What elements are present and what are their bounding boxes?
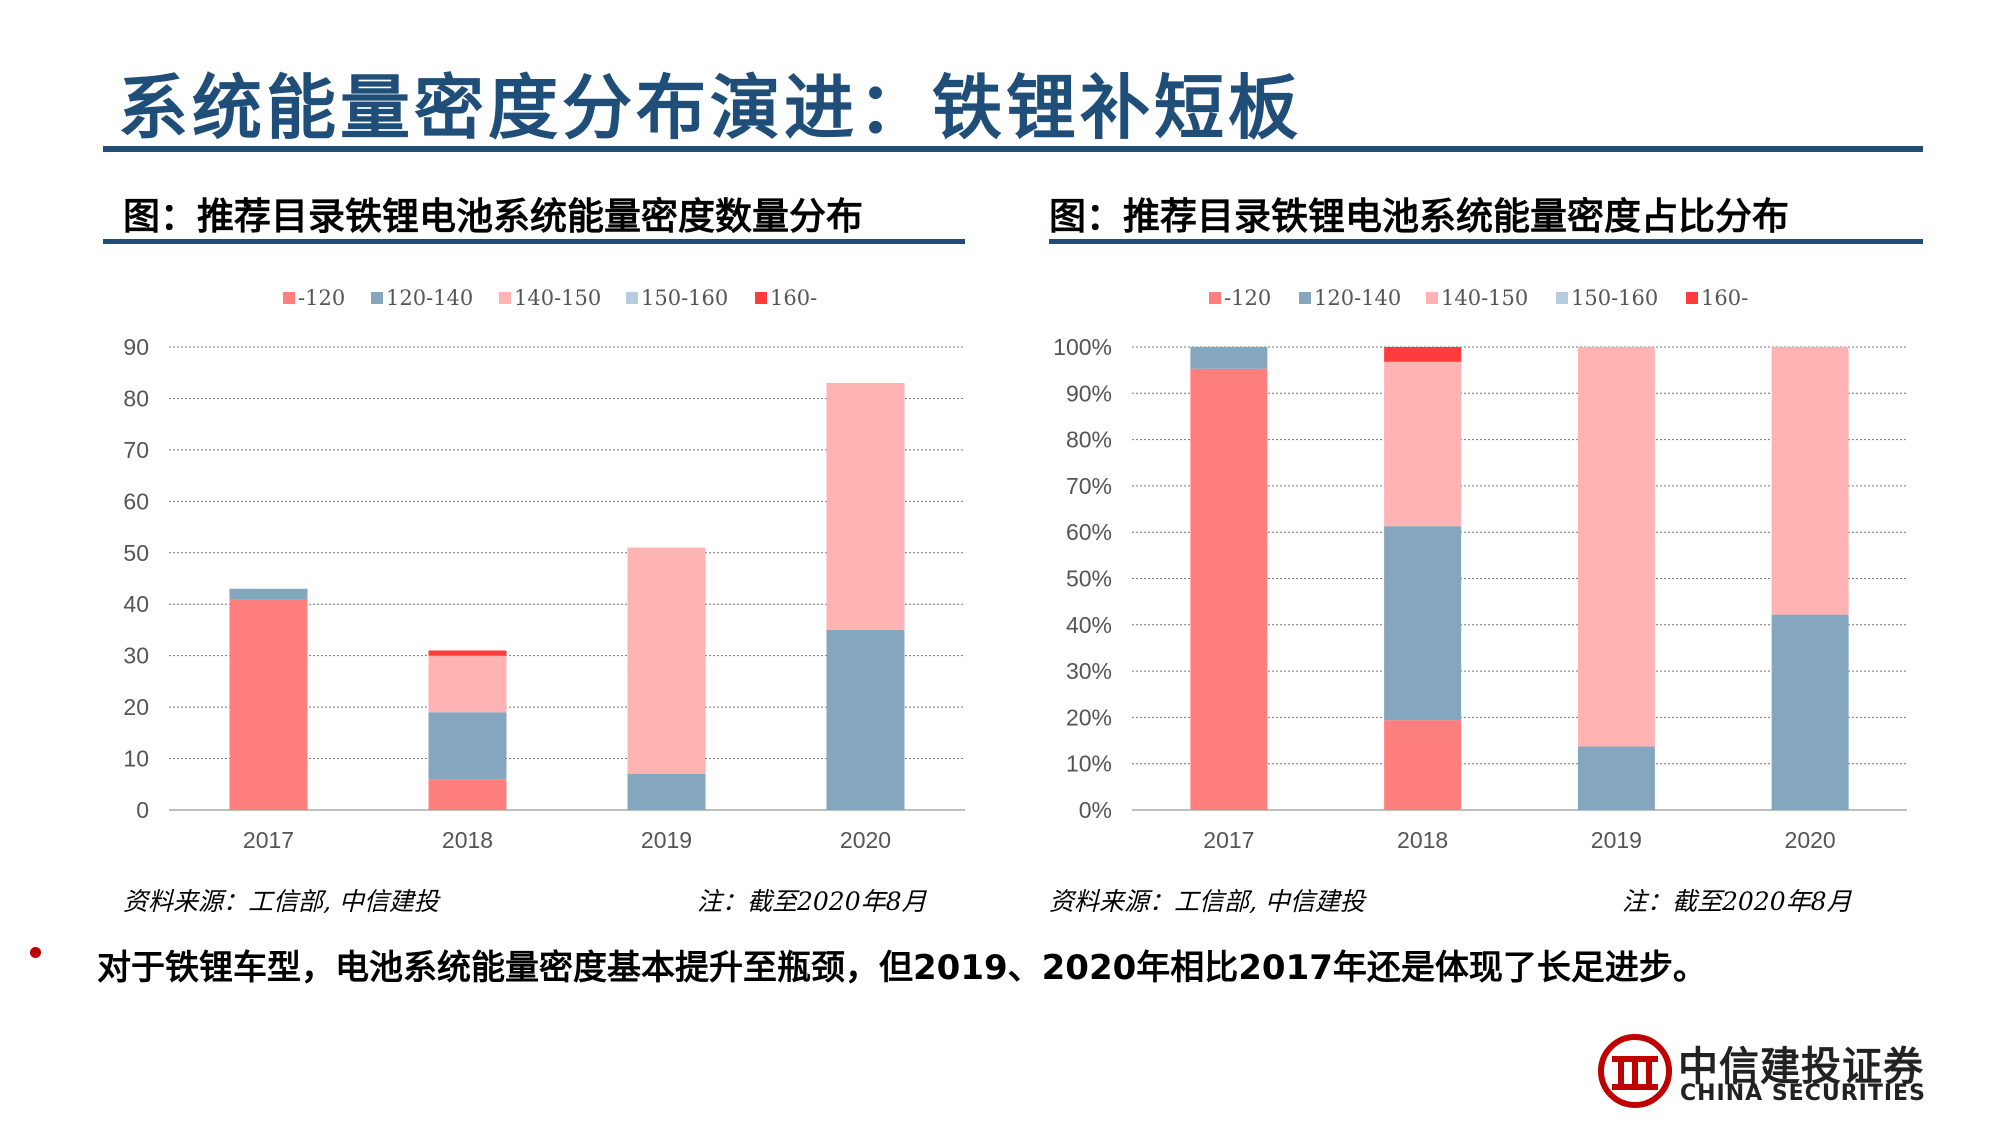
y-tick-label: 30% [1066, 658, 1112, 684]
bar-segment [1771, 614, 1849, 810]
legend-swatch-4 [1686, 292, 1698, 304]
x-tick-label: 2020 [1785, 827, 1836, 853]
legend-swatch-2 [1426, 292, 1438, 304]
bar-segment [826, 383, 905, 630]
y-tick-label: 40% [1066, 612, 1112, 638]
bullet-icon [30, 947, 41, 958]
logo-english-name: CHINA SECURITIES [1680, 1081, 1926, 1106]
y-tick-label: 90% [1066, 380, 1112, 406]
legend-swatch-4 [755, 292, 767, 304]
legend-swatch-1 [371, 292, 383, 304]
legend-label-0: -120 [1224, 286, 1271, 310]
bar-segment [428, 650, 507, 656]
left-source: 资料来源：工信部, 中信建投 [123, 887, 439, 916]
bar-segment [1577, 347, 1655, 747]
legend-swatch-0 [283, 292, 295, 304]
y-tick-label: 70% [1066, 473, 1112, 499]
right-note: 注：截至2020年8月 [1622, 887, 1852, 916]
y-tick-label: 50 [123, 540, 149, 566]
y-tick-label: 0 [136, 797, 149, 823]
y-tick-label: 30 [123, 643, 149, 669]
title-underline [103, 146, 1923, 152]
bar-segment [229, 588, 308, 600]
legend-label-3: 150-160 [641, 286, 728, 310]
bar-segment [428, 712, 507, 780]
legend-swatch-3 [1556, 292, 1568, 304]
y-tick-label: 20 [123, 694, 149, 720]
x-tick-label: 2018 [442, 827, 493, 853]
y-tick-label: 90 [123, 334, 149, 360]
right-subtitle-underline [1049, 239, 1923, 244]
bar-segment [627, 547, 706, 774]
right-source: 资料来源：工信部, 中信建投 [1049, 887, 1365, 916]
bar-segment [1384, 347, 1462, 362]
y-tick-label: 80 [123, 385, 149, 411]
bar-segment [1190, 368, 1268, 810]
y-tick-label: 100% [1053, 334, 1112, 360]
x-tick-label: 2019 [641, 827, 692, 853]
left-chart-subtitle: 图：推荐目录铁锂电池系统能量密度数量分布 [123, 195, 863, 238]
bar-segment [1577, 746, 1655, 810]
left-subtitle-underline [103, 239, 965, 244]
china-securities-logo-icon [1598, 1034, 1672, 1108]
bar-segment [826, 629, 905, 810]
y-tick-label: 0% [1079, 797, 1112, 823]
legend-swatch-2 [499, 292, 511, 304]
bar-segment [229, 599, 308, 810]
x-tick-label: 2019 [1591, 827, 1642, 853]
count-distribution-chart: -120 120-140 140-150 150-160 160- 0 10 20 30 40 50… [123, 286, 965, 853]
x-tick-label: 2018 [1397, 827, 1448, 853]
bar-segment [428, 779, 507, 810]
legend-swatch-3 [626, 292, 638, 304]
bar-segment [1771, 347, 1849, 615]
legend-swatch-1 [1299, 292, 1311, 304]
y-tick-label: 40 [123, 591, 149, 617]
left-note: 注：截至2020年8月 [697, 887, 927, 916]
y-tick-label: 10 [123, 746, 149, 772]
x-tick-label: 2017 [1203, 827, 1254, 853]
y-tick-label: 50% [1066, 566, 1112, 592]
legend-label-1: 120-140 [386, 286, 473, 310]
legend-label-4: 160- [1701, 286, 1748, 310]
y-tick-label: 80% [1066, 427, 1112, 453]
legend-label-4: 160- [770, 286, 817, 310]
bar-segment [1384, 361, 1462, 527]
y-tick-label: 60 [123, 488, 149, 514]
y-tick-label: 60% [1066, 519, 1112, 545]
y-tick-label: 70 [123, 437, 149, 463]
legend-swatch-0 [1209, 292, 1221, 304]
bar-segment [428, 655, 507, 713]
y-tick-label: 20% [1066, 704, 1112, 730]
right-chart-subtitle: 图：推荐目录铁锂电池系统能量密度占比分布 [1049, 195, 1789, 238]
legend-label-1: 120-140 [1314, 286, 1401, 310]
bar-segment [1190, 347, 1268, 369]
logo-chinese-name: 中信建投证券 [1678, 1044, 1924, 1090]
page-title: 系统能量密度分布演进：铁锂补短板 [118, 66, 1302, 149]
legend-label-0: -120 [298, 286, 345, 310]
share-distribution-chart: -120 120-140 140-150 150-160 160- 0% 10% 20% 30%… [1053, 286, 1907, 853]
bar-segment [1384, 720, 1462, 810]
bar-segment [1384, 526, 1462, 721]
bullet-text: 对于铁锂车型，电池系统能量密度基本提升至瓶颈，但2019、2020年相比2017… [97, 948, 1707, 988]
bar-segment [627, 773, 706, 810]
legend-label-2: 140-150 [514, 286, 601, 310]
x-tick-label: 2020 [840, 827, 891, 853]
legend-label-2: 140-150 [1441, 286, 1528, 310]
x-tick-label: 2017 [243, 827, 294, 853]
y-tick-label: 10% [1066, 751, 1112, 777]
legend-label-3: 150-160 [1571, 286, 1658, 310]
